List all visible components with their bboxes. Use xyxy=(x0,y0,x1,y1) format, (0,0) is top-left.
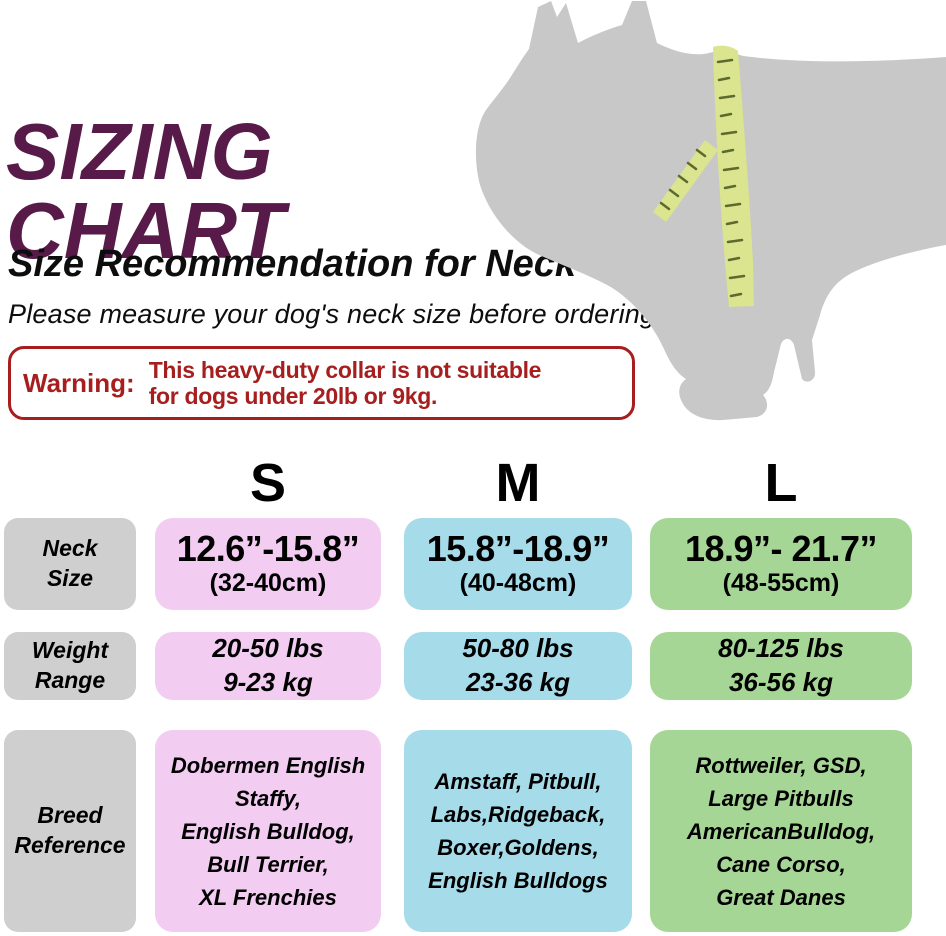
warning-box: Warning: This heavy-duty collar is not s… xyxy=(8,346,635,420)
row-label-breed-reference: Breed Reference xyxy=(4,730,136,932)
warning-label: Warning: xyxy=(23,367,135,398)
tape-tick-marks xyxy=(659,58,746,298)
neck-size-l-inches: 18.9”- 21.7” xyxy=(684,528,878,570)
cell-weight-range-s: 20-50 lbs 9-23 kg xyxy=(155,632,381,700)
column-header-m: M xyxy=(495,453,541,513)
breed-reference-m-text: Amstaff, Pitbull, Labs,Ridgeback, Boxer,… xyxy=(428,769,608,893)
page-title: SIZING CHART xyxy=(6,106,285,275)
cell-neck-size-s: 12.6”-15.8” (32-40cm) xyxy=(155,518,381,610)
cell-weight-range-l: 80-125 lbs 36-56 kg xyxy=(650,632,912,700)
cell-breed-reference-m: Amstaff, Pitbull, Labs,Ridgeback, Boxer,… xyxy=(404,730,632,932)
cell-breed-reference-l: Rottweiler, GSD, Large Pitbulls American… xyxy=(650,730,912,932)
row-label-neck-size: Neck Size xyxy=(4,518,136,610)
measure-note: Please measure your dog's neck size befo… xyxy=(8,299,656,329)
weight-range-m-text: 50-80 lbs 23-36 kg xyxy=(462,633,574,697)
breed-reference-l-text: Rottweiler, GSD, Large Pitbulls American… xyxy=(686,752,876,910)
weight-range-l-text: 80-125 lbs 36-56 kg xyxy=(718,633,844,697)
neck-size-s-cm: (32-40cm) xyxy=(209,568,327,597)
cell-neck-size-l: 18.9”- 21.7” (48-55cm) xyxy=(650,518,912,610)
breed-reference-s-text: Dobermen English Staffy, English Bulldog… xyxy=(170,752,366,910)
cell-breed-reference-s: Dobermen English Staffy, English Bulldog… xyxy=(155,730,381,932)
cell-weight-range-m: 50-80 lbs 23-36 kg xyxy=(404,632,632,700)
warning-message: This heavy-duty collar is not suitable f… xyxy=(148,356,542,409)
neck-size-m-cm: (40-48cm) xyxy=(459,568,577,597)
neck-size-s-inches: 12.6”-15.8” xyxy=(176,528,360,570)
dog-body-shape xyxy=(475,1,946,421)
cell-neck-size-m: 15.8”-18.9” (40-48cm) xyxy=(404,518,632,610)
measuring-tape-vertical xyxy=(713,45,754,308)
column-header-s: S xyxy=(249,453,287,513)
subtitle: Size Recommendation for Neck xyxy=(8,243,577,285)
column-header-l: L xyxy=(764,453,798,513)
neck-size-l-cm: (48-55cm) xyxy=(722,568,840,597)
weight-range-s-text: 20-50 lbs 9-23 kg xyxy=(212,633,324,697)
row-label-weight-range: Weight Range xyxy=(4,632,136,700)
dog-silhouette-graphic xyxy=(475,1,946,421)
neck-size-m-inches: 15.8”-18.9” xyxy=(426,528,610,570)
